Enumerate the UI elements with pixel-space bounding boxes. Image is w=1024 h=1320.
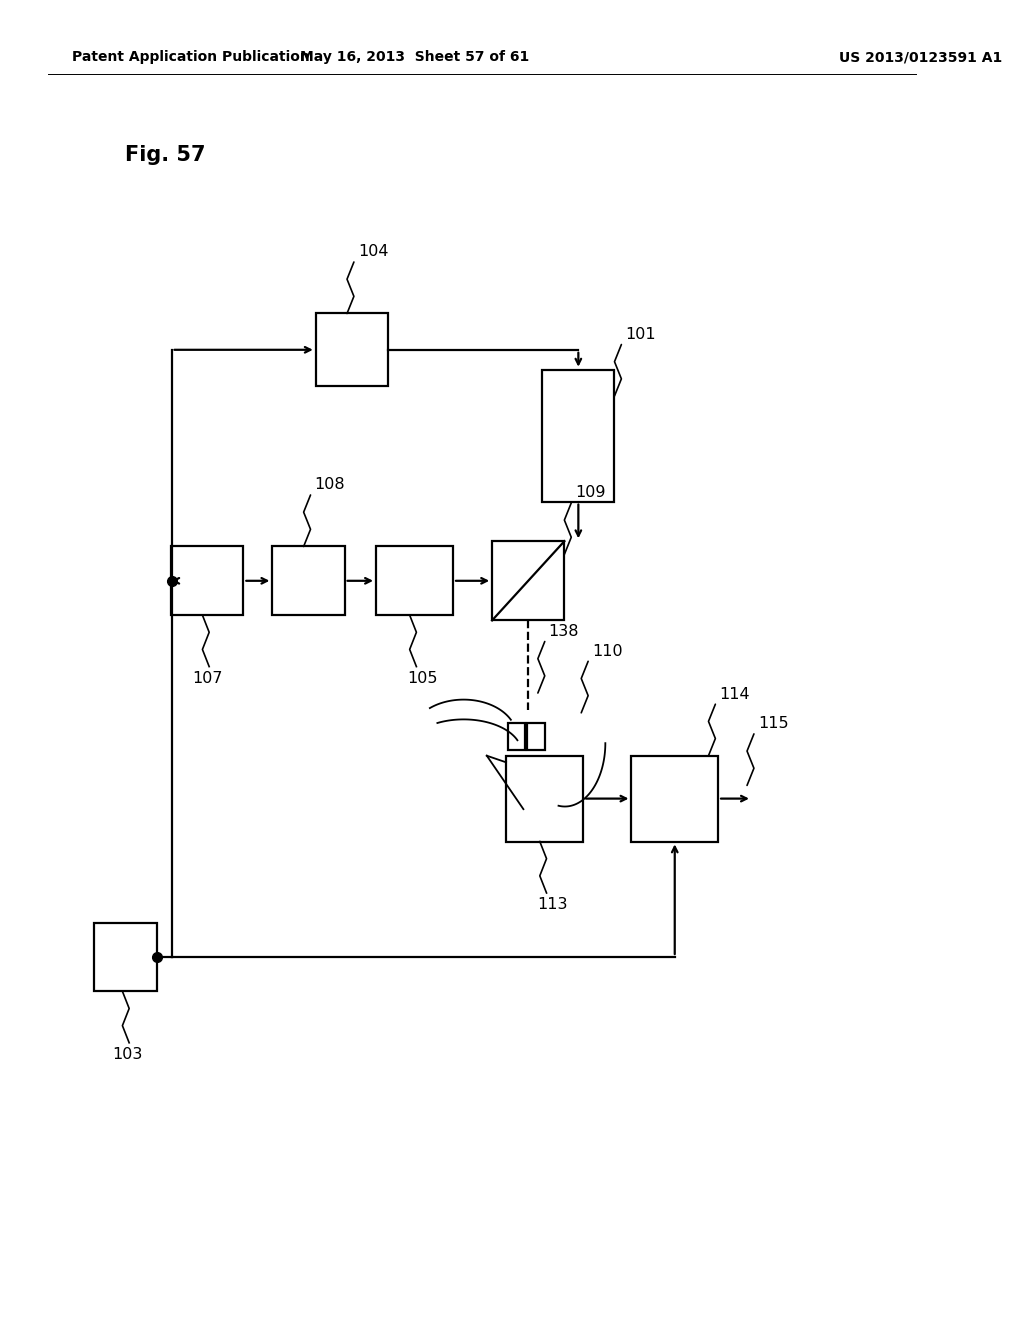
Text: 105: 105 [407, 671, 437, 685]
Bar [171, 546, 244, 615]
Text: 101: 101 [626, 327, 655, 342]
Text: 107: 107 [191, 671, 222, 685]
Text: 103: 103 [112, 1047, 142, 1061]
Text: 110: 110 [592, 644, 623, 659]
Text: 114: 114 [719, 686, 750, 702]
Text: Fig. 57: Fig. 57 [125, 145, 206, 165]
Text: 108: 108 [314, 478, 345, 492]
Bar [527, 723, 545, 750]
Text: 109: 109 [575, 486, 605, 500]
Text: Patent Application Publication: Patent Application Publication [73, 50, 310, 65]
Text: May 16, 2013  Sheet 57 of 61: May 16, 2013 Sheet 57 of 61 [300, 50, 529, 65]
Bar [272, 546, 345, 615]
Bar [542, 370, 614, 502]
Bar [94, 923, 157, 991]
Text: 115: 115 [758, 717, 788, 731]
Bar [506, 755, 584, 842]
Bar [493, 541, 564, 620]
Bar [508, 723, 525, 750]
Bar [315, 314, 388, 385]
Text: 138: 138 [549, 624, 580, 639]
Text: 104: 104 [357, 244, 388, 260]
Bar [632, 755, 718, 842]
Bar [376, 546, 453, 615]
Text: US 2013/0123591 A1: US 2013/0123591 A1 [839, 50, 1001, 65]
Text: 113: 113 [537, 898, 567, 912]
